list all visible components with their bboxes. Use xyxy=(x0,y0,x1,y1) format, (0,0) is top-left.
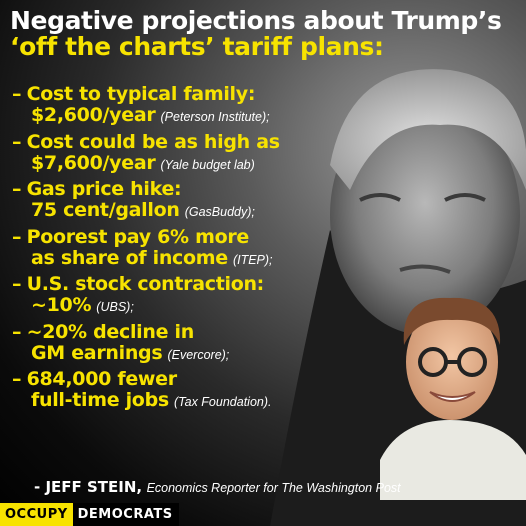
item-line-2: GM earnings xyxy=(31,341,163,364)
brand-democrats: DEMOCRATS xyxy=(72,503,179,526)
item-source: (UBS); xyxy=(96,300,134,315)
attribution-description: Economics Reporter for The Washington Po… xyxy=(146,481,401,495)
brand-occupy: OCCUPY xyxy=(0,503,73,526)
brand-logo: OCCUPY DEMOCRATS xyxy=(0,503,179,526)
bullet-dash: – xyxy=(12,273,22,296)
reporter-portrait xyxy=(380,297,526,500)
item-line-2: $2,600/year xyxy=(31,104,156,127)
item-line-2: as share of income xyxy=(31,246,228,269)
headline-line-2: ‘off the charts’ tariff plans: xyxy=(10,32,384,62)
item-source: (Peterson Institute); xyxy=(160,110,270,125)
item-line-1: Poorest pay 6% more xyxy=(26,225,250,248)
list-item: – 684,000 fewer full-time jobs (Tax Foun… xyxy=(12,369,342,412)
attribution: - JEFF STEIN, Economics Reporter for The… xyxy=(34,478,401,497)
headline: Negative projections about Trump’s ‘off … xyxy=(10,6,520,62)
item-line-1: Cost could be as high as xyxy=(26,130,280,153)
item-line-1: U.S. stock contraction: xyxy=(26,273,265,296)
bullet-dash: – xyxy=(12,225,22,248)
item-source: (Yale budget lab) xyxy=(160,157,255,172)
item-line-2: ~10% xyxy=(31,294,92,317)
item-source: (ITEP); xyxy=(232,252,273,267)
item-line-2: full-time jobs xyxy=(31,389,169,412)
projection-list: – Cost to typical family: $2,600/year (P… xyxy=(12,83,342,417)
bullet-dash: – xyxy=(12,130,22,153)
headline-line-1: Negative projections about Trump’s xyxy=(10,6,502,35)
item-line-1: Cost to typical family: xyxy=(26,83,256,105)
item-line-2: $7,600/year xyxy=(31,151,156,174)
item-line-1: ~20% decline in xyxy=(26,320,195,343)
item-line-2: 75 cent/gallon xyxy=(31,199,180,222)
bullet-dash: – xyxy=(12,178,22,201)
item-source: (Evercore); xyxy=(167,347,230,362)
bullet-dash: – xyxy=(12,320,22,343)
item-source: (Tax Foundation). xyxy=(173,395,272,410)
list-item: – Cost to typical family: $2,600/year (P… xyxy=(12,83,342,127)
list-item: – Cost could be as high as $7,600/year (… xyxy=(12,130,342,175)
list-item: – Gas price hike: 75 cent/gallon (GasBud… xyxy=(12,178,342,222)
item-source: (GasBuddy); xyxy=(184,205,255,220)
item-line-1: 684,000 fewer xyxy=(26,368,178,391)
list-item: – Poorest pay 6% more as share of income… xyxy=(12,225,342,270)
bullet-dash: – xyxy=(12,83,22,105)
item-line-1: Gas price hike: xyxy=(26,178,182,201)
bullet-dash: – xyxy=(12,368,22,391)
list-item: – ~20% decline in GM earnings (Evercore)… xyxy=(12,320,342,365)
list-item: – U.S. stock contraction: ~10% (UBS); xyxy=(12,273,342,317)
attribution-name: - JEFF STEIN, xyxy=(34,478,143,496)
